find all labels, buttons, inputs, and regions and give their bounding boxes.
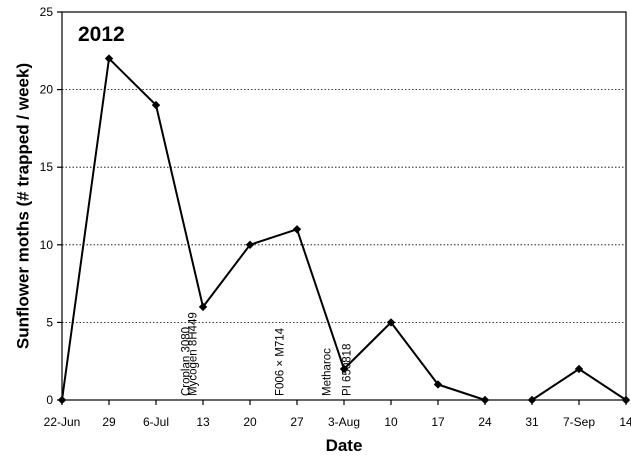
x-tick-label: 29: [102, 415, 116, 429]
y-axis-title: Sunflower moths (# trapped / week): [13, 63, 32, 349]
y-tick-label: 15: [40, 160, 54, 174]
annotation-label: F006 × M714: [275, 327, 287, 396]
data-point: [57, 395, 67, 405]
x-axis: 22-Jun 29 6-Jul 13 20 27 3-Aug 10 17 24 31 7-Sep 14: [44, 400, 631, 429]
x-tick-label: 31: [525, 415, 539, 429]
x-tick-label: 24: [478, 415, 492, 429]
x-tick-label: 6-Jul: [143, 415, 169, 429]
annotation-label: Croplan 3080: [181, 327, 193, 396]
annotation-label: Metharoc: [322, 348, 334, 396]
y-tick-label: 5: [46, 315, 53, 329]
data-point: [386, 318, 396, 327]
x-tick-label: 3-Aug: [328, 415, 360, 429]
x-tick-label: 22-Jun: [44, 415, 81, 429]
x-tick-label: 17: [431, 415, 445, 429]
data-point: [433, 380, 443, 389]
data-point: [527, 395, 537, 405]
chart-title: 2012: [78, 23, 125, 46]
data-point: [339, 364, 349, 374]
y-tick-label: 10: [40, 238, 54, 252]
y-tick-label: 20: [40, 83, 54, 97]
x-tick-label: 7-Sep: [563, 415, 595, 429]
plot-frame: [61, 11, 627, 401]
y-tick-label: 0: [46, 393, 53, 407]
data-point: [245, 240, 255, 249]
data-point: [104, 54, 114, 63]
grid-layer: [62, 89, 626, 323]
data-point: [574, 364, 584, 374]
series-line: [531, 368, 627, 401]
series-line: [61, 57, 486, 401]
x-tick-label: 10: [384, 415, 398, 429]
x-axis-title: Date: [326, 436, 363, 455]
annotation-label: PI 650818: [342, 344, 354, 396]
y-tick-label: 25: [40, 5, 54, 19]
data-point: [621, 395, 631, 405]
x-tick-label: 13: [196, 415, 210, 429]
x-tick-label: 27: [290, 415, 304, 429]
annotation-label: Mycogen 8H449: [187, 312, 199, 396]
series-layer: [57, 54, 631, 405]
data-point: [292, 225, 302, 234]
y-axis: 0 5 10 15 20 25: [40, 5, 62, 407]
data-point: [480, 395, 490, 405]
data-point: [198, 302, 208, 312]
data-point: [151, 100, 161, 110]
x-tick-label: 14: [619, 415, 631, 429]
x-tick-label: 20: [243, 415, 257, 429]
